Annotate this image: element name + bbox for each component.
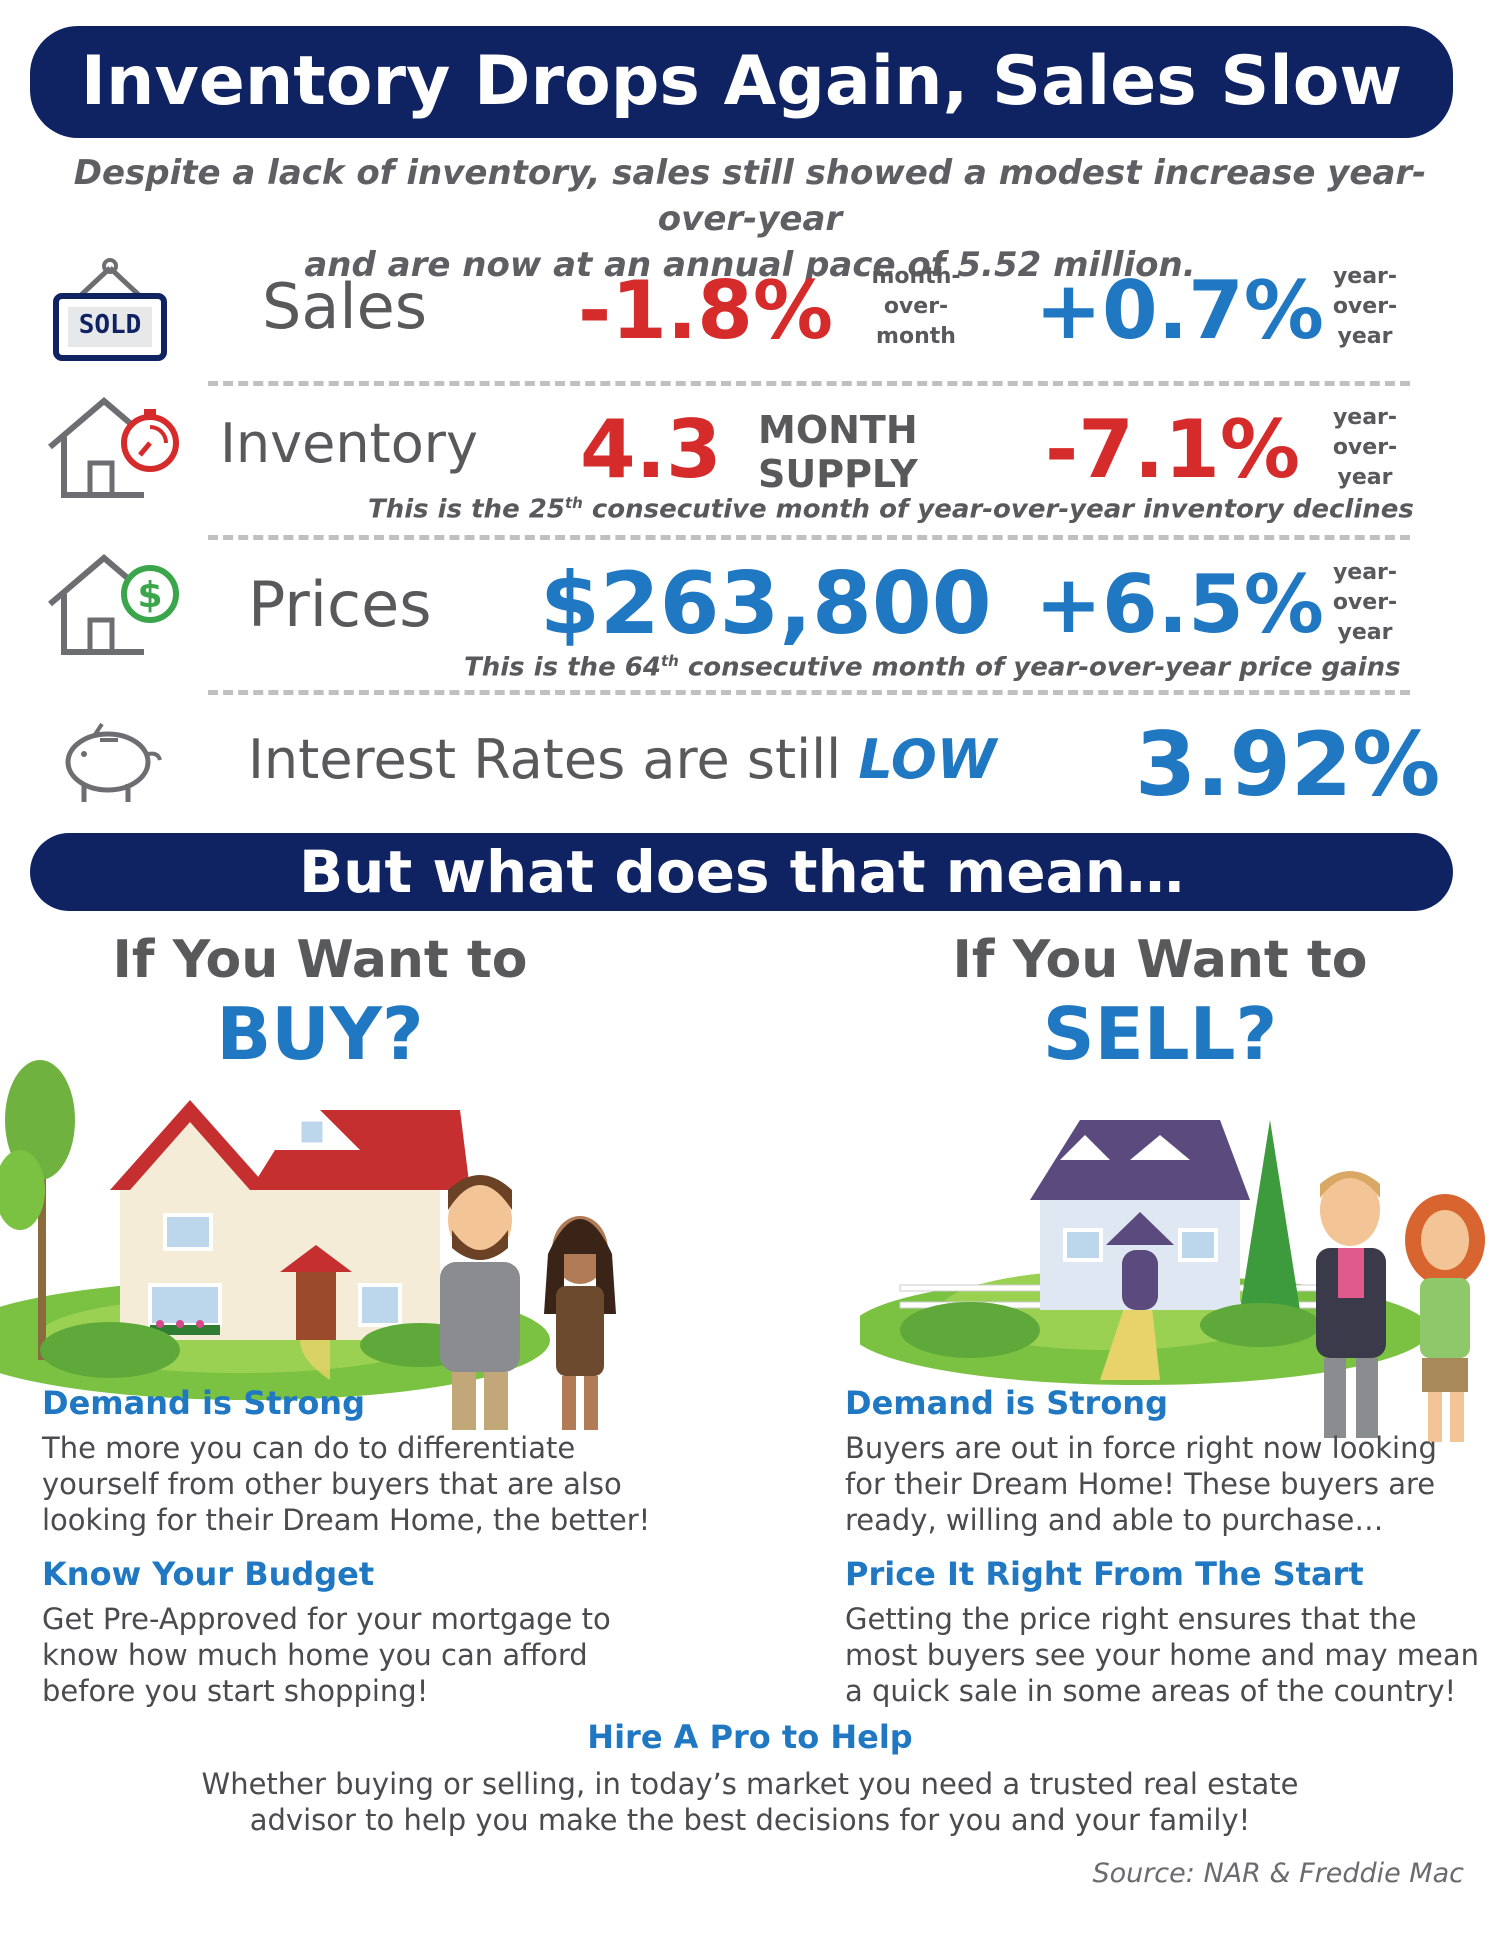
sales-yoy-label: year- over- year bbox=[1332, 264, 1398, 349]
divider bbox=[208, 381, 1410, 386]
divider bbox=[208, 535, 1410, 540]
prices-yoy-label: year- over- year bbox=[1332, 560, 1398, 645]
pro-text: Whether buying or selling, in today’s ma… bbox=[201, 1767, 1299, 1837]
svg-text:$: $ bbox=[137, 575, 162, 616]
pro-section: Hire A Pro to Help Whether buying or sel… bbox=[0, 1718, 1500, 1838]
buy-section-2-text: Get Pre-Approved for your mortgage to kn… bbox=[42, 1602, 611, 1708]
divider bbox=[208, 690, 1410, 695]
subtitle-line-2: and are now at an annual pace of 5.52 mi… bbox=[304, 245, 1196, 285]
buy-section-1-text: The more you can do to differentiate you… bbox=[42, 1431, 651, 1537]
buy-section-2-title: Know Your Budget bbox=[42, 1555, 375, 1593]
subtitle: Despite a lack of inventory, sales still… bbox=[60, 150, 1440, 288]
source-note: Source: NAR & Freddie Mac bbox=[1092, 1858, 1464, 1889]
buy-house-illustration bbox=[0, 1060, 616, 1430]
buy-section-1: Demand is Strong The more you can do to … bbox=[42, 1384, 662, 1538]
inventory-supply-label: MONTH SUPPLY bbox=[758, 408, 918, 496]
sell-house-illustration bbox=[860, 1120, 1485, 1442]
inventory-supply-value: 4.3 bbox=[580, 403, 722, 496]
prices-label: Prices bbox=[248, 568, 432, 641]
sell-section-1-title: Demand is Strong bbox=[845, 1384, 1168, 1422]
prices-yoy-value: +6.5% bbox=[1035, 558, 1324, 651]
sell-section-2-title: Price It Right From The Start bbox=[845, 1555, 1364, 1593]
sell-section-2-text: Getting the price right ensures that the… bbox=[845, 1602, 1480, 1708]
page-title: Inventory Drops Again, Sales Slow bbox=[30, 26, 1453, 138]
sales-mom-label: month- over- month bbox=[871, 264, 961, 349]
house-timer-icon bbox=[48, 397, 179, 498]
sales-label: Sales bbox=[262, 270, 428, 343]
subtitle-line-1: Despite a lack of inventory, sales still… bbox=[73, 153, 1427, 239]
house-dollar-icon: $ bbox=[48, 554, 179, 655]
piggy-bank-icon bbox=[65, 722, 162, 802]
inventory-yoy-value: -7.1% bbox=[1045, 403, 1301, 496]
prices-median-value: $263,800 bbox=[540, 554, 992, 654]
sell-section-2: Price It Right From The Start Getting th… bbox=[845, 1555, 1485, 1709]
rates-label: Interest Rates are still LOW bbox=[248, 728, 997, 791]
buy-section-1-title: Demand is Strong bbox=[42, 1384, 365, 1422]
pro-title: Hire A Pro to Help bbox=[587, 1718, 913, 1756]
buy-heading: If You Want to bbox=[112, 930, 528, 990]
sell-section-1-text: Buyers are out in force right now lookin… bbox=[845, 1431, 1437, 1537]
sales-yoy-value: +0.7% bbox=[1035, 264, 1324, 357]
inventory-label: Inventory bbox=[220, 412, 478, 475]
sell-word: SELL? bbox=[1042, 992, 1278, 1076]
sold-sign-icon bbox=[53, 258, 167, 361]
buy-section-2: Know Your Budget Get Pre-Approved for yo… bbox=[42, 1555, 662, 1709]
prices-note: This is the 64th consecutive month of ye… bbox=[464, 652, 1401, 683]
sales-mom-value: -1.8% bbox=[578, 264, 834, 357]
mean-banner: But what does that mean… bbox=[30, 833, 1453, 911]
rates-value: 3.92% bbox=[1135, 713, 1441, 816]
sell-heading: If You Want to bbox=[952, 930, 1368, 990]
rates-emphasis: LOW bbox=[858, 728, 997, 791]
buy-word: BUY? bbox=[216, 992, 424, 1076]
inventory-note: This is the 25th consecutive month of ye… bbox=[368, 494, 1414, 525]
sold-sign-text: SOLD bbox=[78, 310, 142, 340]
inventory-yoy-label: year- over- year bbox=[1332, 405, 1398, 490]
sell-section-1: Demand is Strong Buyers are out in force… bbox=[845, 1384, 1485, 1538]
